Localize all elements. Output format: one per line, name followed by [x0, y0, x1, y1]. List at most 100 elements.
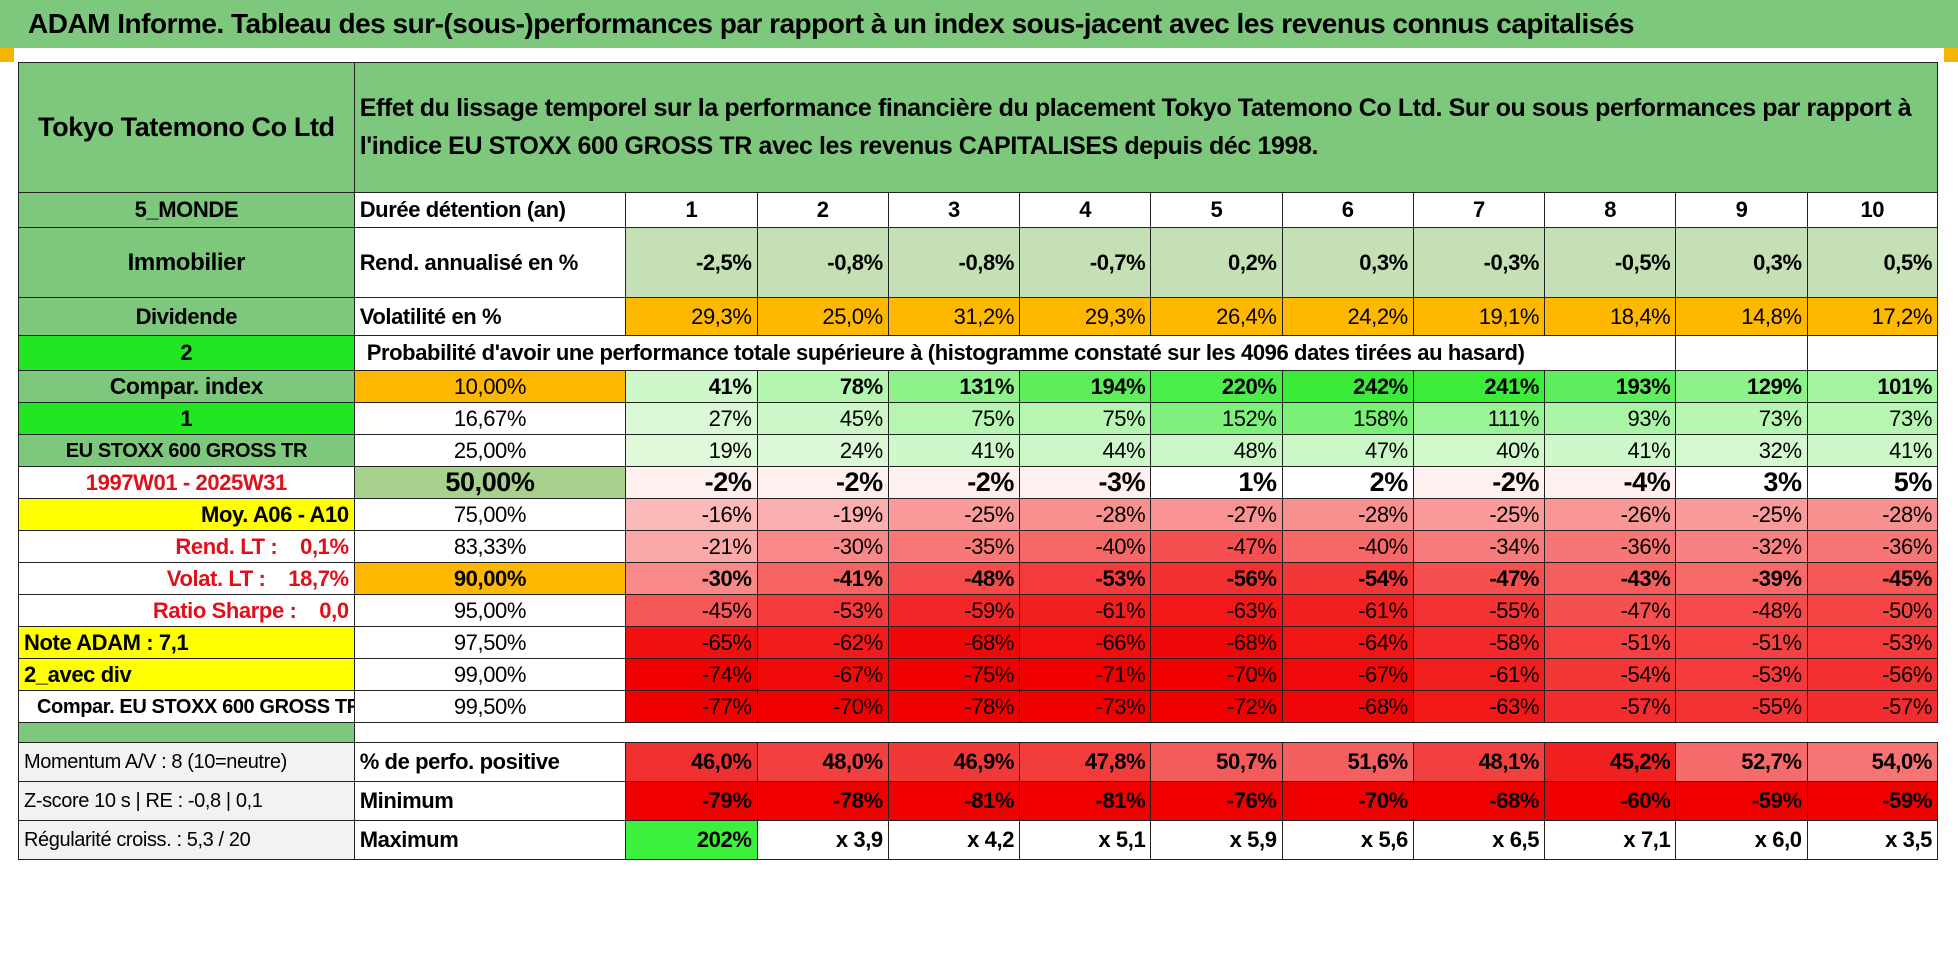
quantile-value-cell: 41%: [1806, 434, 1939, 467]
quantile-label: 90,00%: [353, 562, 627, 595]
quantile-value-cell: -28%: [1806, 498, 1939, 531]
quantile-value-cell: 73%: [1675, 402, 1808, 435]
quantile-value-cell: -54%: [1544, 658, 1677, 691]
quantile-value-cell: -57%: [1544, 690, 1677, 723]
quantile-value-cell: 194%: [1019, 370, 1152, 403]
quantile-value-cell: -53%: [756, 594, 889, 627]
minimum-cell: -70%: [1281, 781, 1414, 821]
adam-score: Note ADAM : 7,1: [18, 626, 355, 659]
volatility-row: Dividende Volatilité en % 29,3% 25,0% 31…: [18, 297, 1939, 336]
minimum-cell: -60%: [1544, 781, 1677, 821]
positive-perf-cell: 45,2%: [1544, 742, 1677, 782]
positive-perf-label: % de perfo. positive: [353, 742, 627, 782]
annual-return-cell: 0,2%: [1150, 227, 1283, 298]
quantile-value-cell: -61%: [1019, 594, 1152, 627]
maximum-cell: x 7,1: [1544, 820, 1677, 860]
minimum-cell: -78%: [756, 781, 889, 821]
regularity-label: Régularité croiss. : 5,3 / 20: [18, 820, 355, 860]
corner-marker-left: [0, 48, 14, 62]
volatility-cell: 31,2%: [887, 297, 1021, 336]
minimum-cell: -79%: [625, 781, 758, 821]
quantile-value-cell: -64%: [1281, 626, 1414, 659]
positive-perf-cell: 50,7%: [1150, 742, 1283, 782]
positive-perf-cell: 46,0%: [625, 742, 758, 782]
quantile-row: Ratio Sharpe : 0,0 95,00% -45% -53% -59% -6…: [18, 594, 1939, 627]
quantile-label: 95,00%: [353, 594, 627, 627]
positive-perf-cell: 52,7%: [1675, 742, 1808, 782]
positive-row: Momentum A/V : 8 (10=neutre) % de perfo.…: [18, 742, 1939, 782]
volatility-cell: 19,1%: [1412, 297, 1546, 336]
blank-cell: [1675, 335, 1808, 371]
compar-index-label: Compar. index: [18, 370, 355, 403]
annual-return-cell: -2,5%: [625, 227, 758, 298]
quantile-value-cell: -56%: [1150, 562, 1283, 595]
quantile-value-cell: 41%: [1544, 434, 1677, 467]
maximum-cell: x 5,6: [1281, 820, 1414, 860]
year-cell: 7: [1412, 192, 1546, 228]
quantile-value-cell: -70%: [756, 690, 889, 723]
maximum-cell: x 6,0: [1675, 820, 1808, 860]
quantile-value-cell: -75%: [887, 658, 1021, 691]
quantile-value-cell: -65%: [625, 626, 758, 659]
quantile-value-cell: -68%: [1150, 626, 1283, 659]
momentum-label: Momentum A/V : 8 (10=neutre): [18, 742, 355, 782]
selector-value-1[interactable]: 2: [18, 335, 355, 371]
annual-return-cell: -0,8%: [887, 227, 1021, 298]
holding-period-label: Durée détention (an): [353, 192, 627, 228]
minimum-row: Z-score 10 s | RE : -0,8 | 0,1 Minimum -…: [18, 781, 1939, 821]
annual-return-cell: 0,3%: [1675, 227, 1808, 298]
quantile-value-cell: -63%: [1412, 690, 1546, 723]
spacer-row: [354, 722, 1938, 743]
volatility-cell: 26,4%: [1150, 297, 1283, 336]
quantile-value-cell: -34%: [1412, 530, 1546, 563]
quantile-value-cell: -2%: [1412, 466, 1546, 499]
quantile-value-cell: -51%: [1544, 626, 1677, 659]
quantile-value-cell: -28%: [1281, 498, 1414, 531]
positive-perf-cell: 48,0%: [756, 742, 889, 782]
quantile-value-cell: -51%: [1675, 626, 1808, 659]
quantile-value-cell: -53%: [1806, 626, 1939, 659]
quantile-value-cell: -56%: [1806, 658, 1939, 691]
year-cell: 4: [1019, 192, 1152, 228]
quantile-value-cell: -68%: [887, 626, 1021, 659]
quantile-row: Note ADAM : 7,1 97,50% -65% -62% -68% -66% -…: [18, 626, 1939, 659]
selector-value-2[interactable]: 1: [18, 402, 355, 435]
quantile-value-cell: -66%: [1019, 626, 1152, 659]
comparison-label: Compar. EU STOXX 600 GROSS TR: [18, 690, 355, 723]
minimum-cell: -81%: [1019, 781, 1152, 821]
maximum-cell: x 3,9: [756, 820, 889, 860]
positive-perf-cell: 47,8%: [1019, 742, 1152, 782]
annual-return-cell: -0,5%: [1544, 227, 1677, 298]
stock-name: Tokyo Tatemono Co Ltd: [18, 62, 355, 193]
quantile-value-cell: -78%: [887, 690, 1021, 723]
quantile-value-cell: 220%: [1150, 370, 1283, 403]
quantile-value-cell: 75%: [887, 402, 1021, 435]
quantile-value-cell: -32%: [1675, 530, 1808, 563]
minimum-cell: -76%: [1150, 781, 1283, 821]
maximum-cell: x 5,1: [1019, 820, 1152, 860]
quantile-value-cell: -3%: [1019, 466, 1152, 499]
quantile-label: 75,00%: [353, 498, 627, 531]
year-cell: 2: [756, 192, 889, 228]
minimum-label: Minimum: [353, 781, 627, 821]
volatility-cell: 17,2%: [1806, 297, 1939, 336]
quantile-value-cell: 47%: [1281, 434, 1414, 467]
minimum-cell: -59%: [1675, 781, 1808, 821]
quantile-value-cell: -25%: [1412, 498, 1546, 531]
quantile-value-cell: -61%: [1412, 658, 1546, 691]
quantile-value-cell: 40%: [1412, 434, 1546, 467]
quantile-value-cell: -70%: [1150, 658, 1283, 691]
quantile-row: Volat. LT : 18,7% 90,00% -30% -41% -48% -53…: [18, 562, 1939, 595]
quantile-value-cell: -19%: [756, 498, 889, 531]
quantile-value-cell: 41%: [887, 434, 1021, 467]
quantile-value-cell: -28%: [1019, 498, 1152, 531]
annual-return-cell: -0,7%: [1019, 227, 1152, 298]
quantile-label: 97,50%: [353, 626, 627, 659]
volatility-cell: 18,4%: [1544, 297, 1677, 336]
quantile-value-cell: 111%: [1412, 402, 1546, 435]
quantile-value-cell: 2%: [1281, 466, 1414, 499]
long-term-volatility: Volat. LT : 18,7%: [18, 562, 355, 595]
quantile-label: 83,33%: [353, 530, 627, 563]
quantile-value-cell: -25%: [1675, 498, 1808, 531]
quantile-value-cell: -67%: [1281, 658, 1414, 691]
